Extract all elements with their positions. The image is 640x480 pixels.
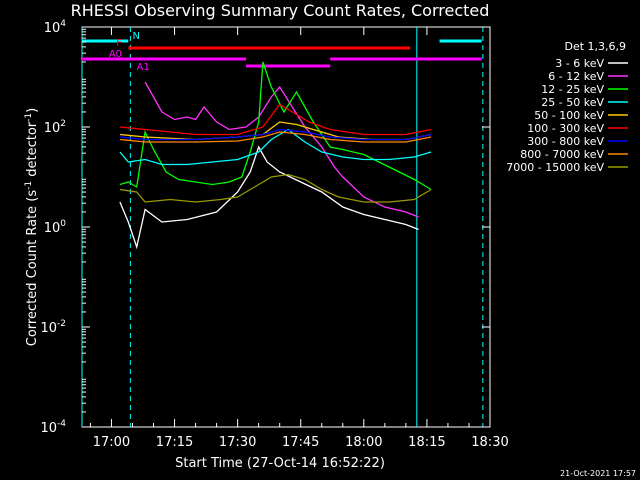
x-axis-ticks: 17:00 17:15 17:30 17:45 18:00 18:15 18:30 xyxy=(89,27,509,450)
flag-label-a1: A1 xyxy=(137,62,150,73)
x-tick-label: 17:15 xyxy=(156,435,193,450)
x-tick-label: 17:30 xyxy=(219,435,256,450)
x-tick-label: 17:45 xyxy=(282,435,319,450)
x-axis-label: Start Time (27-Oct-14 16:52:22) xyxy=(175,456,385,471)
y-axis-label: Corrected Count Rate (s-1 detector-1) xyxy=(24,108,40,346)
legend-label-25-50-kev: 25 - 50 keV xyxy=(541,96,604,109)
legend-label-50-100-kev: 50 - 100 keV xyxy=(534,109,604,122)
y-tick-label: 100 xyxy=(44,219,67,236)
x-tick-label: 18:15 xyxy=(408,435,445,450)
legend-label-100-300-kev: 100 - 300 keV xyxy=(527,122,604,135)
plot-frame xyxy=(81,26,491,428)
y-tick-label: 10-2 xyxy=(40,319,66,336)
x-tick-label: 18:00 xyxy=(345,435,382,450)
series-line-800-7000-kev xyxy=(119,131,432,143)
series-line-300-800-kev xyxy=(119,128,432,141)
y-tick-label: 10-4 xyxy=(40,419,66,436)
legend-label-7000-15000-kev: 7000 - 15000 keV xyxy=(506,161,604,174)
flag-label-f: F xyxy=(116,38,122,49)
legend-label-300-800-kev: 300 - 800 keV xyxy=(527,135,604,148)
series-line-100-300-kev xyxy=(119,103,432,136)
legend-label-6-12-kev: 6 - 12 keV xyxy=(548,70,604,83)
chart-title: RHESSI Observing Summary Count Rates, Co… xyxy=(71,1,490,20)
series-line-6-12-kev xyxy=(144,81,419,218)
series-line-7000-15000-kev xyxy=(119,173,432,203)
y-tick-label: 102 xyxy=(44,119,66,136)
date-stamp: 21-Oct-2021 17:57 xyxy=(560,469,636,478)
series-lines xyxy=(119,61,432,250)
time-markers xyxy=(81,27,484,427)
y-axis-ticks: 10-4 10-2 100 102 104 xyxy=(40,19,490,436)
y-tick-label: 104 xyxy=(44,19,67,36)
legend-label-800-7000-kev: 800 - 7000 keV xyxy=(520,148,604,161)
series-line-12-25-kev xyxy=(119,61,432,191)
x-tick-label: 17:00 xyxy=(93,435,130,450)
legend-label-12-25-kev: 12 - 25 keV xyxy=(541,83,604,96)
flag-label-n: N xyxy=(132,31,139,42)
x-tick-label: 18:30 xyxy=(471,435,508,450)
legend-label-3-6-kev: 3 - 6 keV xyxy=(555,57,604,70)
legend-title: Det 1,3,6,9 xyxy=(564,40,626,53)
series-line-25-50-kev xyxy=(119,128,432,166)
flag-label-a0: A0 xyxy=(109,49,122,60)
series-line-3-6-kev xyxy=(119,145,419,250)
